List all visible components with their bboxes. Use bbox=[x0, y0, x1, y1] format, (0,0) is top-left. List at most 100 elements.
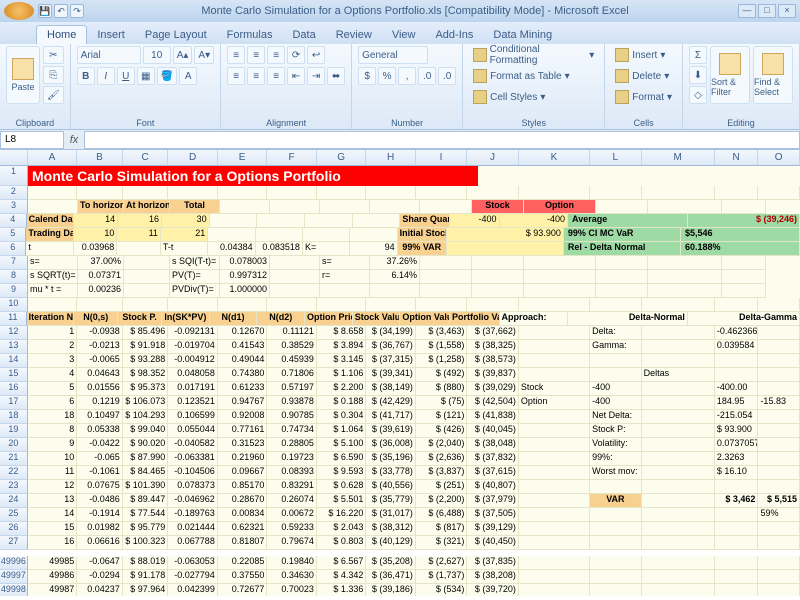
format-painter-icon[interactable]: 🖌 bbox=[43, 86, 64, 104]
col-header[interactable]: K bbox=[519, 150, 590, 165]
group-label: Alignment bbox=[227, 118, 345, 128]
fx-icon[interactable]: fx bbox=[64, 134, 84, 146]
shrink-font-icon[interactable]: A▾ bbox=[194, 46, 214, 64]
column-headers: ABCDEFGHIJKLMNO bbox=[0, 150, 800, 166]
col-header[interactable]: C bbox=[123, 150, 169, 165]
group-label: Font bbox=[77, 118, 214, 128]
col-header[interactable]: H bbox=[366, 150, 416, 165]
italic-button[interactable]: I bbox=[97, 67, 115, 85]
group-cells: Insert ▾ Delete ▾ Format ▾ Cells bbox=[605, 44, 683, 129]
label: Insert bbox=[632, 50, 657, 61]
autosum-icon[interactable]: Σ bbox=[689, 46, 707, 64]
col-header[interactable]: L bbox=[590, 150, 641, 165]
tab-review[interactable]: Review bbox=[326, 26, 382, 44]
tab-data[interactable]: Data bbox=[282, 26, 325, 44]
percent-icon[interactable]: % bbox=[378, 67, 396, 85]
dec-decimal-icon[interactable]: .0 bbox=[438, 67, 456, 85]
tab-home[interactable]: Home bbox=[36, 25, 87, 44]
ribbon: Paste ✂ ⎘ 🖌 Clipboard Arial 10 A▴ A▾ B I… bbox=[0, 44, 800, 130]
delete-button[interactable]: Delete ▾ bbox=[611, 67, 673, 85]
underline-button[interactable]: U bbox=[117, 67, 135, 85]
align-center-icon[interactable]: ≡ bbox=[247, 67, 265, 85]
tab-datamining[interactable]: Data Mining bbox=[483, 26, 562, 44]
clear-icon[interactable]: ◇ bbox=[689, 86, 707, 104]
copy-icon[interactable]: ⎘ bbox=[43, 66, 64, 84]
currency-icon[interactable]: $ bbox=[358, 67, 376, 85]
select-all-corner[interactable] bbox=[0, 150, 28, 165]
paste-button[interactable]: Paste bbox=[6, 46, 40, 104]
label: Conditional Formatting bbox=[490, 44, 587, 66]
align-bot-icon[interactable]: ≡ bbox=[267, 46, 285, 64]
label: Cell Styles bbox=[490, 92, 537, 103]
grow-font-icon[interactable]: A▴ bbox=[173, 46, 193, 64]
col-header[interactable]: B bbox=[77, 150, 123, 165]
redo-icon[interactable]: ↷ bbox=[70, 4, 84, 18]
group-alignment: ≡ ≡ ≡ ⟳ ↩ ≡ ≡ ≡ ⇤ ⇥ ⬌ Alignment bbox=[221, 44, 352, 129]
maximize-icon[interactable]: □ bbox=[758, 4, 776, 18]
bold-button[interactable]: B bbox=[77, 67, 95, 85]
tab-view[interactable]: View bbox=[382, 26, 426, 44]
indent-inc-icon[interactable]: ⇥ bbox=[307, 67, 325, 85]
office-button[interactable] bbox=[4, 2, 34, 20]
conditional-formatting-button[interactable]: Conditional Formatting ▾ bbox=[469, 46, 598, 64]
group-editing: Σ ⬇ ◇ Sort & Filter Find & Select Editin… bbox=[683, 44, 800, 129]
tab-page-layout[interactable]: Page Layout bbox=[135, 26, 217, 44]
font-name-select[interactable]: Arial bbox=[77, 46, 141, 64]
title-bar: 💾 ↶ ↷ Monte Carlo Simulation for a Optio… bbox=[0, 0, 800, 22]
border-icon[interactable]: ▦ bbox=[137, 67, 155, 85]
formula-bar[interactable] bbox=[84, 131, 800, 149]
window-controls: — □ × bbox=[738, 4, 796, 18]
col-header[interactable]: E bbox=[218, 150, 268, 165]
number-format-select[interactable]: General bbox=[358, 46, 428, 64]
col-header[interactable]: N bbox=[715, 150, 759, 165]
tab-formulas[interactable]: Formulas bbox=[217, 26, 283, 44]
save-icon[interactable]: 💾 bbox=[38, 4, 52, 18]
inc-decimal-icon[interactable]: .0 bbox=[418, 67, 436, 85]
col-header[interactable]: D bbox=[168, 150, 218, 165]
window-title: Monte Carlo Simulation for a Options Por… bbox=[92, 5, 738, 17]
group-label: Number bbox=[358, 118, 456, 128]
align-left-icon[interactable]: ≡ bbox=[227, 67, 245, 85]
col-header[interactable]: A bbox=[28, 150, 78, 165]
minimize-icon[interactable]: — bbox=[738, 4, 756, 18]
tab-insert[interactable]: Insert bbox=[87, 26, 135, 44]
align-mid-icon[interactable]: ≡ bbox=[247, 46, 265, 64]
format-table-button[interactable]: Format as Table ▾ bbox=[469, 67, 574, 85]
merge-icon[interactable]: ⬌ bbox=[327, 67, 345, 85]
group-styles: Conditional Formatting ▾ Format as Table… bbox=[463, 44, 605, 129]
col-header[interactable]: I bbox=[416, 150, 467, 165]
wrap-icon[interactable]: ↩ bbox=[307, 46, 325, 64]
align-right-icon[interactable]: ≡ bbox=[267, 67, 285, 85]
comma-icon[interactable]: , bbox=[398, 67, 416, 85]
cut-icon[interactable]: ✂ bbox=[43, 46, 64, 64]
sort-icon bbox=[719, 53, 741, 75]
name-box[interactable] bbox=[0, 131, 64, 149]
font-size-select[interactable]: 10 bbox=[143, 46, 171, 64]
close-icon[interactable]: × bbox=[778, 4, 796, 18]
group-number: General $ % , .0 .0 Number bbox=[352, 44, 463, 129]
col-header[interactable]: M bbox=[642, 150, 715, 165]
find-icon bbox=[762, 53, 784, 75]
col-header[interactable]: J bbox=[467, 150, 518, 165]
format-button[interactable]: Format ▾ bbox=[611, 88, 676, 106]
tab-addins[interactable]: Add-Ins bbox=[425, 26, 483, 44]
find-select-button[interactable]: Find & Select bbox=[753, 46, 793, 104]
font-color-icon[interactable]: A bbox=[179, 67, 197, 85]
align-top-icon[interactable]: ≡ bbox=[227, 46, 245, 64]
col-header[interactable]: G bbox=[317, 150, 367, 165]
insert-button[interactable]: Insert ▾ bbox=[611, 46, 669, 64]
group-label: Cells bbox=[611, 118, 676, 128]
sort-filter-button[interactable]: Sort & Filter bbox=[710, 46, 750, 104]
worksheet[interactable]: 1Monte Carlo Simulation for a Options Po… bbox=[0, 166, 800, 596]
col-header[interactable]: O bbox=[758, 150, 800, 165]
insert-icon bbox=[615, 48, 629, 62]
fill-icon[interactable]: ⬇ bbox=[689, 66, 707, 84]
cell-styles-button[interactable]: Cell Styles ▾ bbox=[469, 88, 549, 106]
orientation-icon[interactable]: ⟳ bbox=[287, 46, 305, 64]
indent-dec-icon[interactable]: ⇤ bbox=[287, 67, 305, 85]
undo-icon[interactable]: ↶ bbox=[54, 4, 68, 18]
col-header[interactable]: F bbox=[267, 150, 317, 165]
cond-fmt-icon bbox=[473, 48, 487, 62]
fill-color-icon[interactable]: 🪣 bbox=[157, 67, 177, 85]
sheet-title: Monte Carlo Simulation for a Options Por… bbox=[28, 166, 478, 186]
